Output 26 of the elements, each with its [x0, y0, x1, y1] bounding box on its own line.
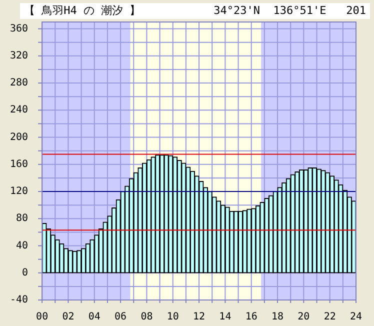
y-tick-label: 80 — [16, 213, 28, 224]
y-tick-label: 240 — [10, 104, 28, 116]
x-tick-label: 22 — [324, 312, 336, 323]
y-tick-label: 0 — [22, 267, 28, 278]
y-tick-label: 40 — [16, 240, 28, 252]
chart-subtitle: 34°23'N 136°51'E 201 — [214, 3, 366, 19]
x-tick-label: 00 — [36, 312, 48, 323]
x-tick-label: 24 — [350, 312, 362, 323]
x-tick-label: 20 — [298, 312, 310, 323]
x-tick-label: 10 — [166, 312, 179, 323]
y-tick-label: 280 — [10, 78, 28, 89]
x-tick-label: 14 — [219, 312, 232, 323]
y-tick-label: 320 — [10, 50, 28, 62]
x-tick-label: 06 — [114, 312, 127, 323]
y-tick-label: 160 — [10, 158, 28, 170]
y-tick-label: -40 — [10, 294, 28, 306]
x-tick-label: 02 — [62, 312, 74, 323]
x-tick-label: 08 — [140, 312, 153, 323]
x-tick-label: 18 — [271, 312, 284, 323]
chart-title: 【 鳥羽H4 の 潮汐 】 — [24, 3, 141, 19]
y-tick-label: 120 — [10, 186, 28, 198]
x-tick-label: 16 — [245, 312, 258, 323]
y-tick-label: 360 — [10, 23, 28, 34]
x-tick-label: 04 — [88, 312, 100, 323]
x-tick-label: 12 — [193, 312, 206, 323]
y-tick-label: 200 — [10, 132, 28, 143]
